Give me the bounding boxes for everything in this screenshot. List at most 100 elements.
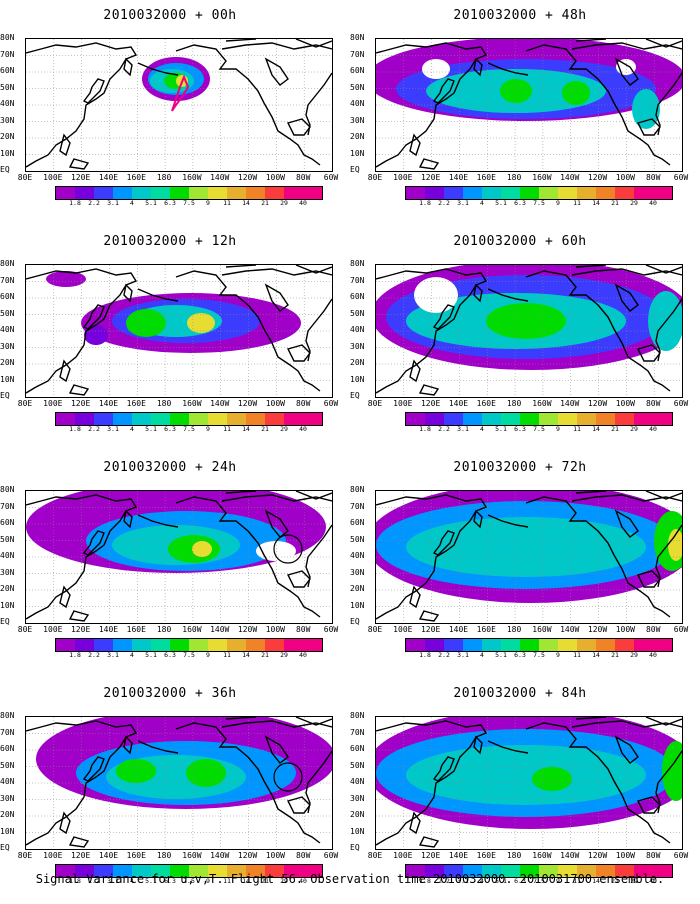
colorbar-swatch — [653, 413, 672, 425]
lon-label: 180 — [156, 399, 172, 408]
coastline — [123, 735, 133, 755]
variance-contour — [486, 303, 566, 339]
coastline — [59, 811, 71, 835]
colorbar-swatch — [75, 187, 94, 199]
coastline — [432, 78, 455, 104]
lat-label: 70N — [350, 727, 365, 737]
lat-label: 10N — [350, 374, 365, 384]
coastline — [525, 270, 671, 392]
variance-contour — [84, 325, 108, 345]
colorbar-swatch — [132, 639, 151, 651]
coastline — [137, 288, 179, 302]
lat-label: 20N — [0, 358, 15, 367]
lat-label: EQ — [0, 391, 10, 400]
colorbar-swatch — [558, 413, 577, 425]
lon-label: 80E — [17, 399, 33, 408]
colorbar-swatch — [558, 865, 577, 877]
colorbar-swatch — [406, 187, 425, 199]
coastline — [175, 496, 321, 618]
panel-title: 2010032000 + 48h — [453, 8, 587, 23]
map-area — [25, 490, 333, 624]
map-svg — [376, 491, 682, 623]
lat-label: 50N — [0, 82, 15, 92]
lon-label: 160E — [476, 399, 496, 408]
coastline — [175, 270, 321, 392]
lon-label: 120E — [420, 173, 441, 182]
colorbar-swatch — [444, 865, 463, 877]
lon-label: 60W — [673, 851, 689, 860]
colorbar-swatch — [94, 865, 113, 877]
colorbar-swatch — [615, 187, 634, 199]
lat-label: 10N — [0, 374, 15, 384]
lat-label: 30N — [0, 341, 15, 351]
lon-label: 140E — [98, 851, 119, 860]
lon-label: 160W — [182, 851, 202, 860]
lon-label: 140W — [560, 851, 580, 860]
colorbar-label: 21 — [261, 877, 269, 885]
coastline — [82, 304, 105, 330]
coastline — [487, 514, 529, 528]
colorbar-swatch — [501, 639, 520, 651]
colorbar-swatch — [482, 865, 501, 877]
colorbar-label: 7.5 — [533, 877, 545, 885]
coastline — [575, 717, 607, 720]
colorbar-label: 3.1 — [107, 877, 119, 885]
lon-label: 140E — [98, 173, 119, 182]
colorbar-label: 6.3 — [514, 877, 526, 885]
coastline — [636, 118, 661, 136]
coastline — [137, 740, 179, 754]
coastline — [473, 57, 483, 77]
colorbar-label: 5.1 — [145, 651, 157, 659]
lat-label: 10N — [350, 148, 365, 158]
lat-label: 10N — [350, 826, 365, 836]
lat-label: 70N — [350, 501, 365, 511]
colorbar-label: 4 — [130, 425, 134, 433]
colorbar-swatch — [596, 413, 615, 425]
colorbar-swatch — [558, 187, 577, 199]
lon-label: 160E — [476, 173, 496, 182]
colorbar-swatch — [303, 187, 322, 199]
lat-label: 80N — [0, 711, 15, 720]
colorbar-swatch — [246, 187, 265, 199]
colorbar-swatch — [653, 639, 672, 651]
coastline — [636, 344, 661, 362]
colorbar-swatch — [653, 865, 672, 877]
lat-label: 20N — [0, 810, 15, 819]
colorbar-label: 14 — [592, 651, 600, 659]
colorbar-swatch — [151, 413, 170, 425]
coastline — [59, 359, 71, 383]
variance-contour — [668, 529, 682, 561]
colorbar-label: 7.5 — [183, 877, 195, 885]
coastline — [418, 836, 440, 848]
colorbar-swatch — [596, 865, 615, 877]
colorbar-swatch — [463, 865, 482, 877]
map-area — [25, 716, 333, 850]
lon-label: 140W — [560, 173, 580, 182]
coastline — [305, 524, 332, 588]
coastline — [68, 158, 90, 170]
colorbar-swatch — [303, 639, 322, 651]
coastline — [376, 268, 488, 394]
lat-label: EQ — [350, 391, 360, 400]
colorbar-label: 40 — [649, 199, 657, 207]
colorbar-label: 9 — [556, 425, 560, 433]
lon-label: 180 — [506, 625, 522, 634]
colorbar — [405, 412, 673, 426]
coastline — [525, 722, 671, 844]
lat-label: EQ — [350, 843, 360, 852]
colorbar-label: 29 — [280, 651, 288, 659]
coastline — [409, 359, 421, 383]
lat-label: EQ — [350, 617, 360, 626]
lon-label: 100W — [615, 399, 635, 408]
coastline — [655, 298, 682, 362]
panel-title: 2010032000 + 24h — [103, 460, 237, 475]
colorbar-label: 11 — [223, 199, 231, 207]
colorbar — [405, 638, 673, 652]
map-panel-24h: 2010032000 + 24h 80N 70N 60N 50N 40N 30N 20N 10N… — [0, 460, 340, 678]
colorbar-label: 14 — [592, 425, 600, 433]
lon-label: 100E — [43, 173, 63, 182]
colorbar-swatch — [482, 187, 501, 199]
coastline — [175, 722, 321, 844]
colorbar-swatch — [170, 865, 189, 877]
lon-label: 80W — [295, 851, 311, 860]
